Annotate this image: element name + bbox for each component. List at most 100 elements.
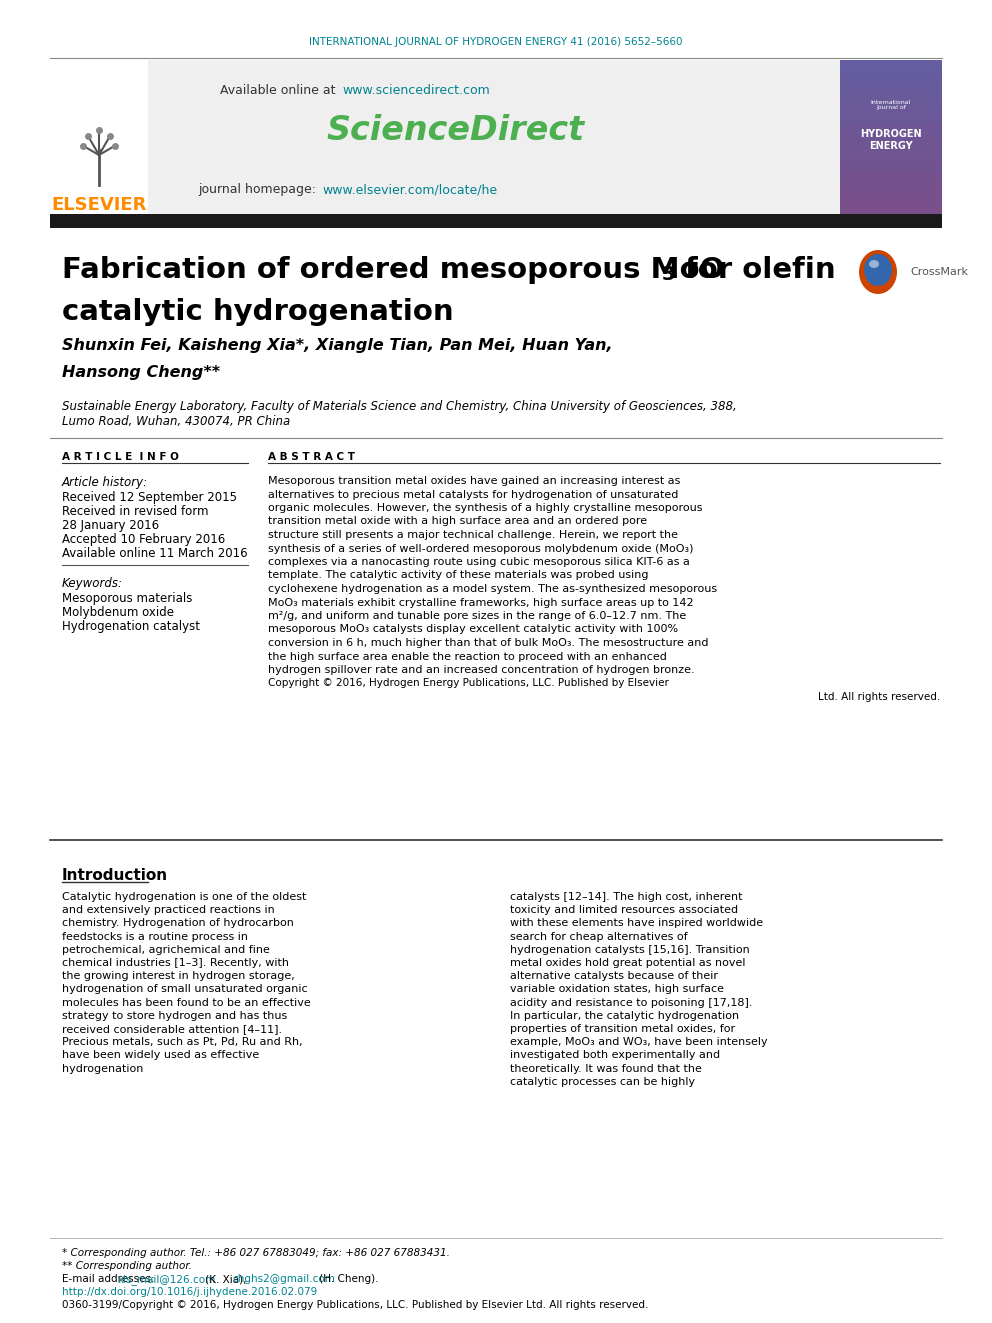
Text: the high surface area enable the reaction to proceed with an enhanced: the high surface area enable the reactio… bbox=[268, 651, 667, 662]
Bar bbox=[840, 172, 942, 188]
Text: Received in revised form: Received in revised form bbox=[62, 505, 208, 519]
Ellipse shape bbox=[859, 250, 897, 294]
Text: Available online at: Available online at bbox=[220, 83, 340, 97]
Text: catalysts [12–14]. The high cost, inherent: catalysts [12–14]. The high cost, inhere… bbox=[510, 892, 742, 902]
Text: structure still presents a major technical challenge. Herein, we report the: structure still presents a major technic… bbox=[268, 531, 678, 540]
Bar bbox=[148, 60, 840, 220]
Text: (H. Cheng).: (H. Cheng). bbox=[316, 1274, 379, 1285]
Bar bbox=[840, 60, 942, 220]
Bar bbox=[840, 188, 942, 204]
Text: example, MoO₃ and WO₃, have been intensely: example, MoO₃ and WO₃, have been intense… bbox=[510, 1037, 768, 1048]
Text: molecules has been found to be an effective: molecules has been found to be an effect… bbox=[62, 998, 310, 1008]
Text: synthesis of a series of well-ordered mesoporous molybdenum oxide (MoO₃): synthesis of a series of well-ordered me… bbox=[268, 544, 693, 553]
Text: xls_mail@126.com: xls_mail@126.com bbox=[118, 1274, 216, 1285]
Text: metal oxides hold great potential as novel: metal oxides hold great potential as nov… bbox=[510, 958, 746, 968]
Text: have been widely used as effective: have been widely used as effective bbox=[62, 1050, 259, 1061]
Text: Lumo Road, Wuhan, 430074, PR China: Lumo Road, Wuhan, 430074, PR China bbox=[62, 415, 291, 429]
Text: ** Corresponding author.: ** Corresponding author. bbox=[62, 1261, 191, 1271]
Text: template. The catalytic activity of these materials was probed using: template. The catalytic activity of thes… bbox=[268, 570, 649, 581]
Text: 28 January 2016: 28 January 2016 bbox=[62, 519, 159, 532]
Text: transition metal oxide with a high surface area and an ordered pore: transition metal oxide with a high surfa… bbox=[268, 516, 647, 527]
Ellipse shape bbox=[869, 261, 879, 269]
Text: and extensively practiced reactions in: and extensively practiced reactions in bbox=[62, 905, 275, 916]
Text: Shunxin Fei, Kaisheng Xia*, Xiangle Tian, Pan Mei, Huan Yan,: Shunxin Fei, Kaisheng Xia*, Xiangle Tian… bbox=[62, 337, 613, 353]
Text: Copyright © 2016, Hydrogen Energy Publications, LLC. Published by Elsevier: Copyright © 2016, Hydrogen Energy Public… bbox=[268, 679, 669, 688]
Text: 3: 3 bbox=[662, 265, 676, 284]
Text: variable oxidation states, high surface: variable oxidation states, high surface bbox=[510, 984, 724, 995]
Text: Available online 11 March 2016: Available online 11 March 2016 bbox=[62, 546, 248, 560]
Text: chemical industries [1–3]. Recently, with: chemical industries [1–3]. Recently, wit… bbox=[62, 958, 289, 968]
Text: feedstocks is a routine process in: feedstocks is a routine process in bbox=[62, 931, 248, 942]
Ellipse shape bbox=[864, 254, 892, 286]
Text: alternative catalysts because of their: alternative catalysts because of their bbox=[510, 971, 718, 982]
Bar bbox=[840, 140, 942, 156]
Text: with these elements have inspired worldwide: with these elements have inspired worldw… bbox=[510, 918, 763, 929]
Text: Catalytic hydrogenation is one of the oldest: Catalytic hydrogenation is one of the ol… bbox=[62, 892, 307, 902]
Text: cyclohexene hydrogenation as a model system. The as-synthesized mesoporous: cyclohexene hydrogenation as a model sys… bbox=[268, 583, 717, 594]
Bar bbox=[840, 60, 942, 75]
Text: Introduction: Introduction bbox=[62, 868, 168, 882]
Text: hydrogenation: hydrogenation bbox=[62, 1064, 144, 1073]
Text: Accepted 10 February 2016: Accepted 10 February 2016 bbox=[62, 533, 225, 546]
Text: alternatives to precious metal catalysts for hydrogenation of unsaturated: alternatives to precious metal catalysts… bbox=[268, 490, 679, 500]
Text: Fabrication of ordered mesoporous MoO: Fabrication of ordered mesoporous MoO bbox=[62, 255, 724, 284]
Text: International
Journal of: International Journal of bbox=[871, 99, 912, 110]
Text: Hansong Cheng**: Hansong Cheng** bbox=[62, 365, 220, 380]
Text: http://dx.doi.org/10.1016/j.ijhydene.2016.02.079: http://dx.doi.org/10.1016/j.ijhydene.201… bbox=[62, 1287, 317, 1297]
Text: petrochemical, agrichemical and fine: petrochemical, agrichemical and fine bbox=[62, 945, 270, 955]
Text: organic molecules. However, the synthesis of a highly crystalline mesoporous: organic molecules. However, the synthesi… bbox=[268, 503, 702, 513]
Text: Mesoporous materials: Mesoporous materials bbox=[62, 591, 192, 605]
Text: theoretically. It was found that the: theoretically. It was found that the bbox=[510, 1064, 702, 1073]
Bar bbox=[50, 214, 942, 228]
Text: acidity and resistance to poisoning [17,18].: acidity and resistance to poisoning [17,… bbox=[510, 998, 753, 1008]
Bar bbox=[840, 75, 942, 93]
Text: the growing interest in hydrogen storage,: the growing interest in hydrogen storage… bbox=[62, 971, 295, 982]
Bar bbox=[840, 124, 942, 140]
Text: Received 12 September 2015: Received 12 September 2015 bbox=[62, 491, 237, 504]
Text: strategy to store hydrogen and has thus: strategy to store hydrogen and has thus bbox=[62, 1011, 288, 1021]
Text: toxicity and limited resources associated: toxicity and limited resources associate… bbox=[510, 905, 738, 916]
Text: catalytic processes can be highly: catalytic processes can be highly bbox=[510, 1077, 695, 1086]
Text: chghs2@gmail.com: chghs2@gmail.com bbox=[232, 1274, 335, 1285]
Text: hydrogenation catalysts [15,16]. Transition: hydrogenation catalysts [15,16]. Transit… bbox=[510, 945, 750, 955]
Text: search for cheap alternatives of: search for cheap alternatives of bbox=[510, 931, 687, 942]
Text: 0360-3199/Copyright © 2016, Hydrogen Energy Publications, LLC. Published by Else: 0360-3199/Copyright © 2016, Hydrogen Ene… bbox=[62, 1301, 649, 1310]
Text: Ltd. All rights reserved.: Ltd. All rights reserved. bbox=[817, 692, 940, 701]
Text: Molybdenum oxide: Molybdenum oxide bbox=[62, 606, 174, 619]
Text: MoO₃ materials exhibit crystalline frameworks, high surface areas up to 142: MoO₃ materials exhibit crystalline frame… bbox=[268, 598, 693, 607]
Bar bbox=[840, 93, 942, 108]
Text: investigated both experimentally and: investigated both experimentally and bbox=[510, 1050, 720, 1061]
Text: Mesoporous transition metal oxides have gained an increasing interest as: Mesoporous transition metal oxides have … bbox=[268, 476, 681, 486]
Text: journal homepage:: journal homepage: bbox=[198, 184, 320, 197]
Text: ScienceDirect: ScienceDirect bbox=[327, 114, 585, 147]
Text: Keywords:: Keywords: bbox=[62, 577, 123, 590]
Text: www.sciencedirect.com: www.sciencedirect.com bbox=[342, 83, 490, 97]
Text: conversion in 6 h, much higher than that of bulk MoO₃. The mesostructure and: conversion in 6 h, much higher than that… bbox=[268, 638, 708, 648]
Text: complexes via a nanocasting route using cubic mesoporous silica KIT-6 as a: complexes via a nanocasting route using … bbox=[268, 557, 689, 568]
Text: chemistry. Hydrogenation of hydrocarbon: chemistry. Hydrogenation of hydrocarbon bbox=[62, 918, 294, 929]
Text: Precious metals, such as Pt, Pd, Ru and Rh,: Precious metals, such as Pt, Pd, Ru and … bbox=[62, 1037, 303, 1048]
Text: A R T I C L E  I N F O: A R T I C L E I N F O bbox=[62, 452, 179, 462]
Text: INTERNATIONAL JOURNAL OF HYDROGEN ENERGY 41 (2016) 5652–5660: INTERNATIONAL JOURNAL OF HYDROGEN ENERGY… bbox=[310, 37, 682, 48]
Bar bbox=[840, 156, 942, 172]
Text: Hydrogenation catalyst: Hydrogenation catalyst bbox=[62, 620, 200, 632]
Text: received considerable attention [4–11].: received considerable attention [4–11]. bbox=[62, 1024, 282, 1035]
Text: www.elsevier.com/locate/he: www.elsevier.com/locate/he bbox=[322, 184, 497, 197]
Text: ELSEVIER: ELSEVIER bbox=[52, 196, 147, 214]
Text: catalytic hydrogenation: catalytic hydrogenation bbox=[62, 298, 453, 325]
Text: mesoporous MoO₃ catalysts display excellent catalytic activity with 100%: mesoporous MoO₃ catalysts display excell… bbox=[268, 624, 679, 635]
Text: m²/g, and uniform and tunable pore sizes in the range of 6.0–12.7 nm. The: m²/g, and uniform and tunable pore sizes… bbox=[268, 611, 686, 620]
Text: hydrogen spillover rate and an increased concentration of hydrogen bronze.: hydrogen spillover rate and an increased… bbox=[268, 665, 694, 675]
Text: properties of transition metal oxides, for: properties of transition metal oxides, f… bbox=[510, 1024, 735, 1035]
Bar bbox=[840, 204, 942, 220]
Bar bbox=[50, 60, 148, 220]
Text: (K. Xia),: (K. Xia), bbox=[202, 1274, 250, 1285]
Text: HYDROGEN
ENERGY: HYDROGEN ENERGY bbox=[860, 130, 922, 151]
Text: Article history:: Article history: bbox=[62, 476, 148, 490]
Text: Sustainable Energy Laboratory, Faculty of Materials Science and Chemistry, China: Sustainable Energy Laboratory, Faculty o… bbox=[62, 400, 737, 413]
Bar bbox=[840, 108, 942, 124]
Text: In particular, the catalytic hydrogenation: In particular, the catalytic hydrogenati… bbox=[510, 1011, 739, 1021]
Text: hydrogenation of small unsaturated organic: hydrogenation of small unsaturated organ… bbox=[62, 984, 308, 995]
Text: CrossMark: CrossMark bbox=[910, 267, 968, 277]
Text: E-mail addresses:: E-mail addresses: bbox=[62, 1274, 158, 1285]
